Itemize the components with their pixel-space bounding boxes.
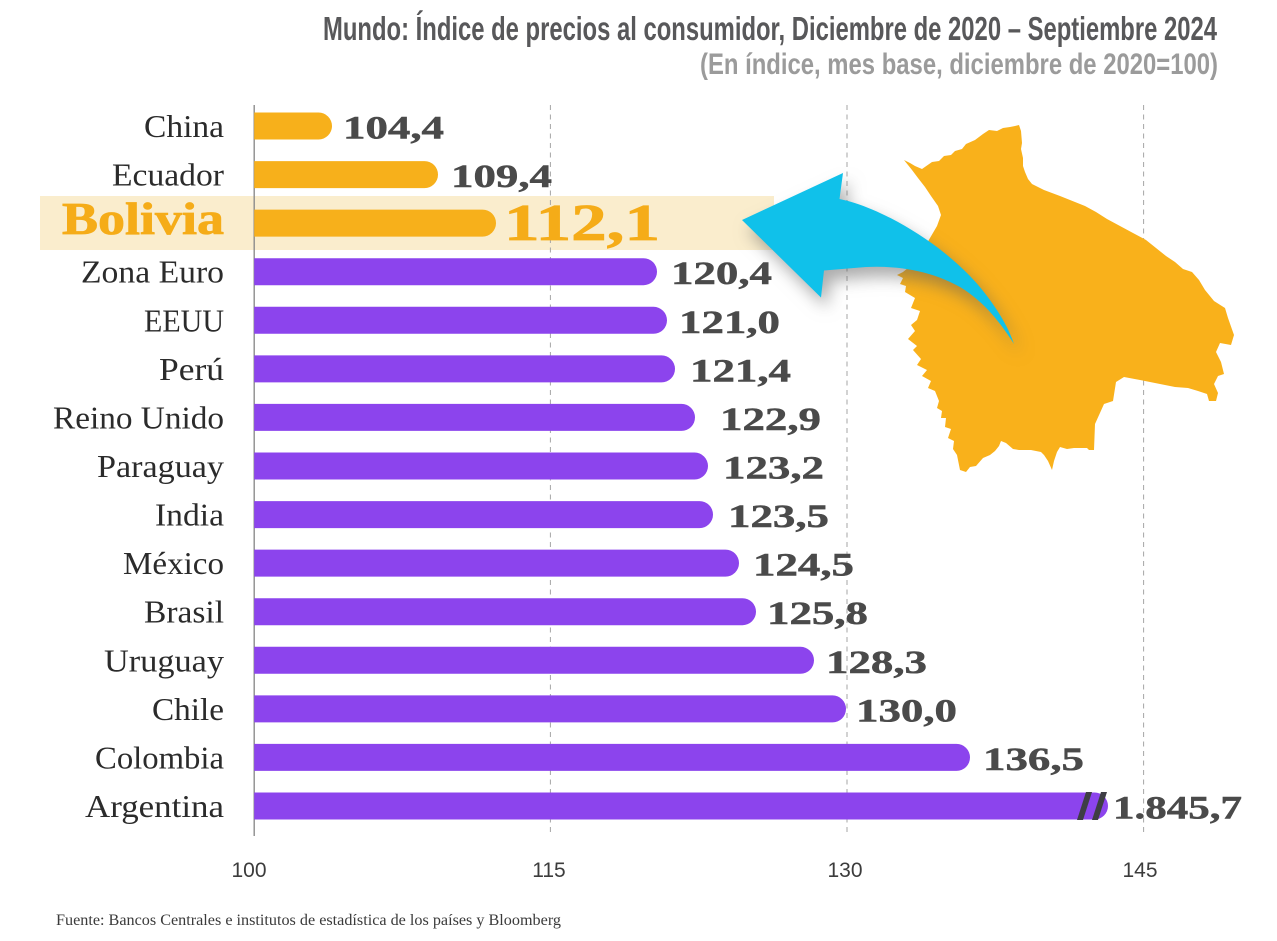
- svg-text:1.845,7: 1.845,7: [1113, 791, 1242, 827]
- svg-text:Zona Euro: Zona Euro: [81, 254, 224, 290]
- svg-text:Mundo: Índice de precios al co: Mundo: Índice de precios al consumidor, …: [323, 10, 1217, 47]
- svg-text:Fuente: Bancos Centrales e ins: Fuente: Bancos Centrales e institutos de…: [56, 912, 561, 929]
- svg-text:123,5: 123,5: [728, 499, 829, 535]
- svg-text:100: 100: [231, 859, 266, 882]
- svg-text:Argentina: Argentina: [85, 788, 224, 824]
- svg-text:India: India: [155, 497, 224, 533]
- svg-text:121,0: 121,0: [679, 305, 780, 341]
- svg-text:Reino Unido: Reino Unido: [53, 399, 224, 435]
- svg-text:109,4: 109,4: [451, 159, 552, 195]
- svg-text:EEUU: EEUU: [144, 302, 224, 338]
- svg-text:112,1: 112,1: [504, 195, 660, 252]
- svg-text:Paraguay: Paraguay: [97, 448, 224, 484]
- svg-text:Brasil: Brasil: [144, 594, 224, 630]
- svg-text:120,4: 120,4: [671, 256, 772, 292]
- svg-text:145: 145: [1122, 859, 1157, 882]
- svg-text:121,4: 121,4: [690, 353, 791, 389]
- svg-text:122,9: 122,9: [720, 402, 821, 438]
- svg-text:Chile: Chile: [152, 691, 224, 727]
- svg-text:130,0: 130,0: [856, 693, 957, 729]
- svg-text:115: 115: [532, 859, 565, 882]
- svg-text:Ecuador: Ecuador: [112, 157, 224, 193]
- svg-text:China: China: [144, 108, 224, 144]
- svg-text:Bolivia: Bolivia: [62, 193, 224, 244]
- svg-text:Colombia: Colombia: [95, 739, 224, 775]
- svg-text:Uruguay: Uruguay: [104, 642, 224, 678]
- svg-text:130: 130: [827, 859, 862, 882]
- svg-text:128,3: 128,3: [826, 645, 927, 681]
- svg-text:136,5: 136,5: [983, 742, 1084, 778]
- svg-text:123,2: 123,2: [723, 451, 824, 487]
- svg-text:124,5: 124,5: [753, 548, 854, 584]
- svg-text:125,8: 125,8: [767, 596, 868, 632]
- svg-text:(En índice, mes base, diciembr: (En índice, mes base, diciembre de 2020=…: [700, 48, 1218, 81]
- svg-text:104,4: 104,4: [343, 111, 444, 147]
- svg-text:Perú: Perú: [159, 351, 224, 387]
- svg-text:México: México: [123, 545, 224, 581]
